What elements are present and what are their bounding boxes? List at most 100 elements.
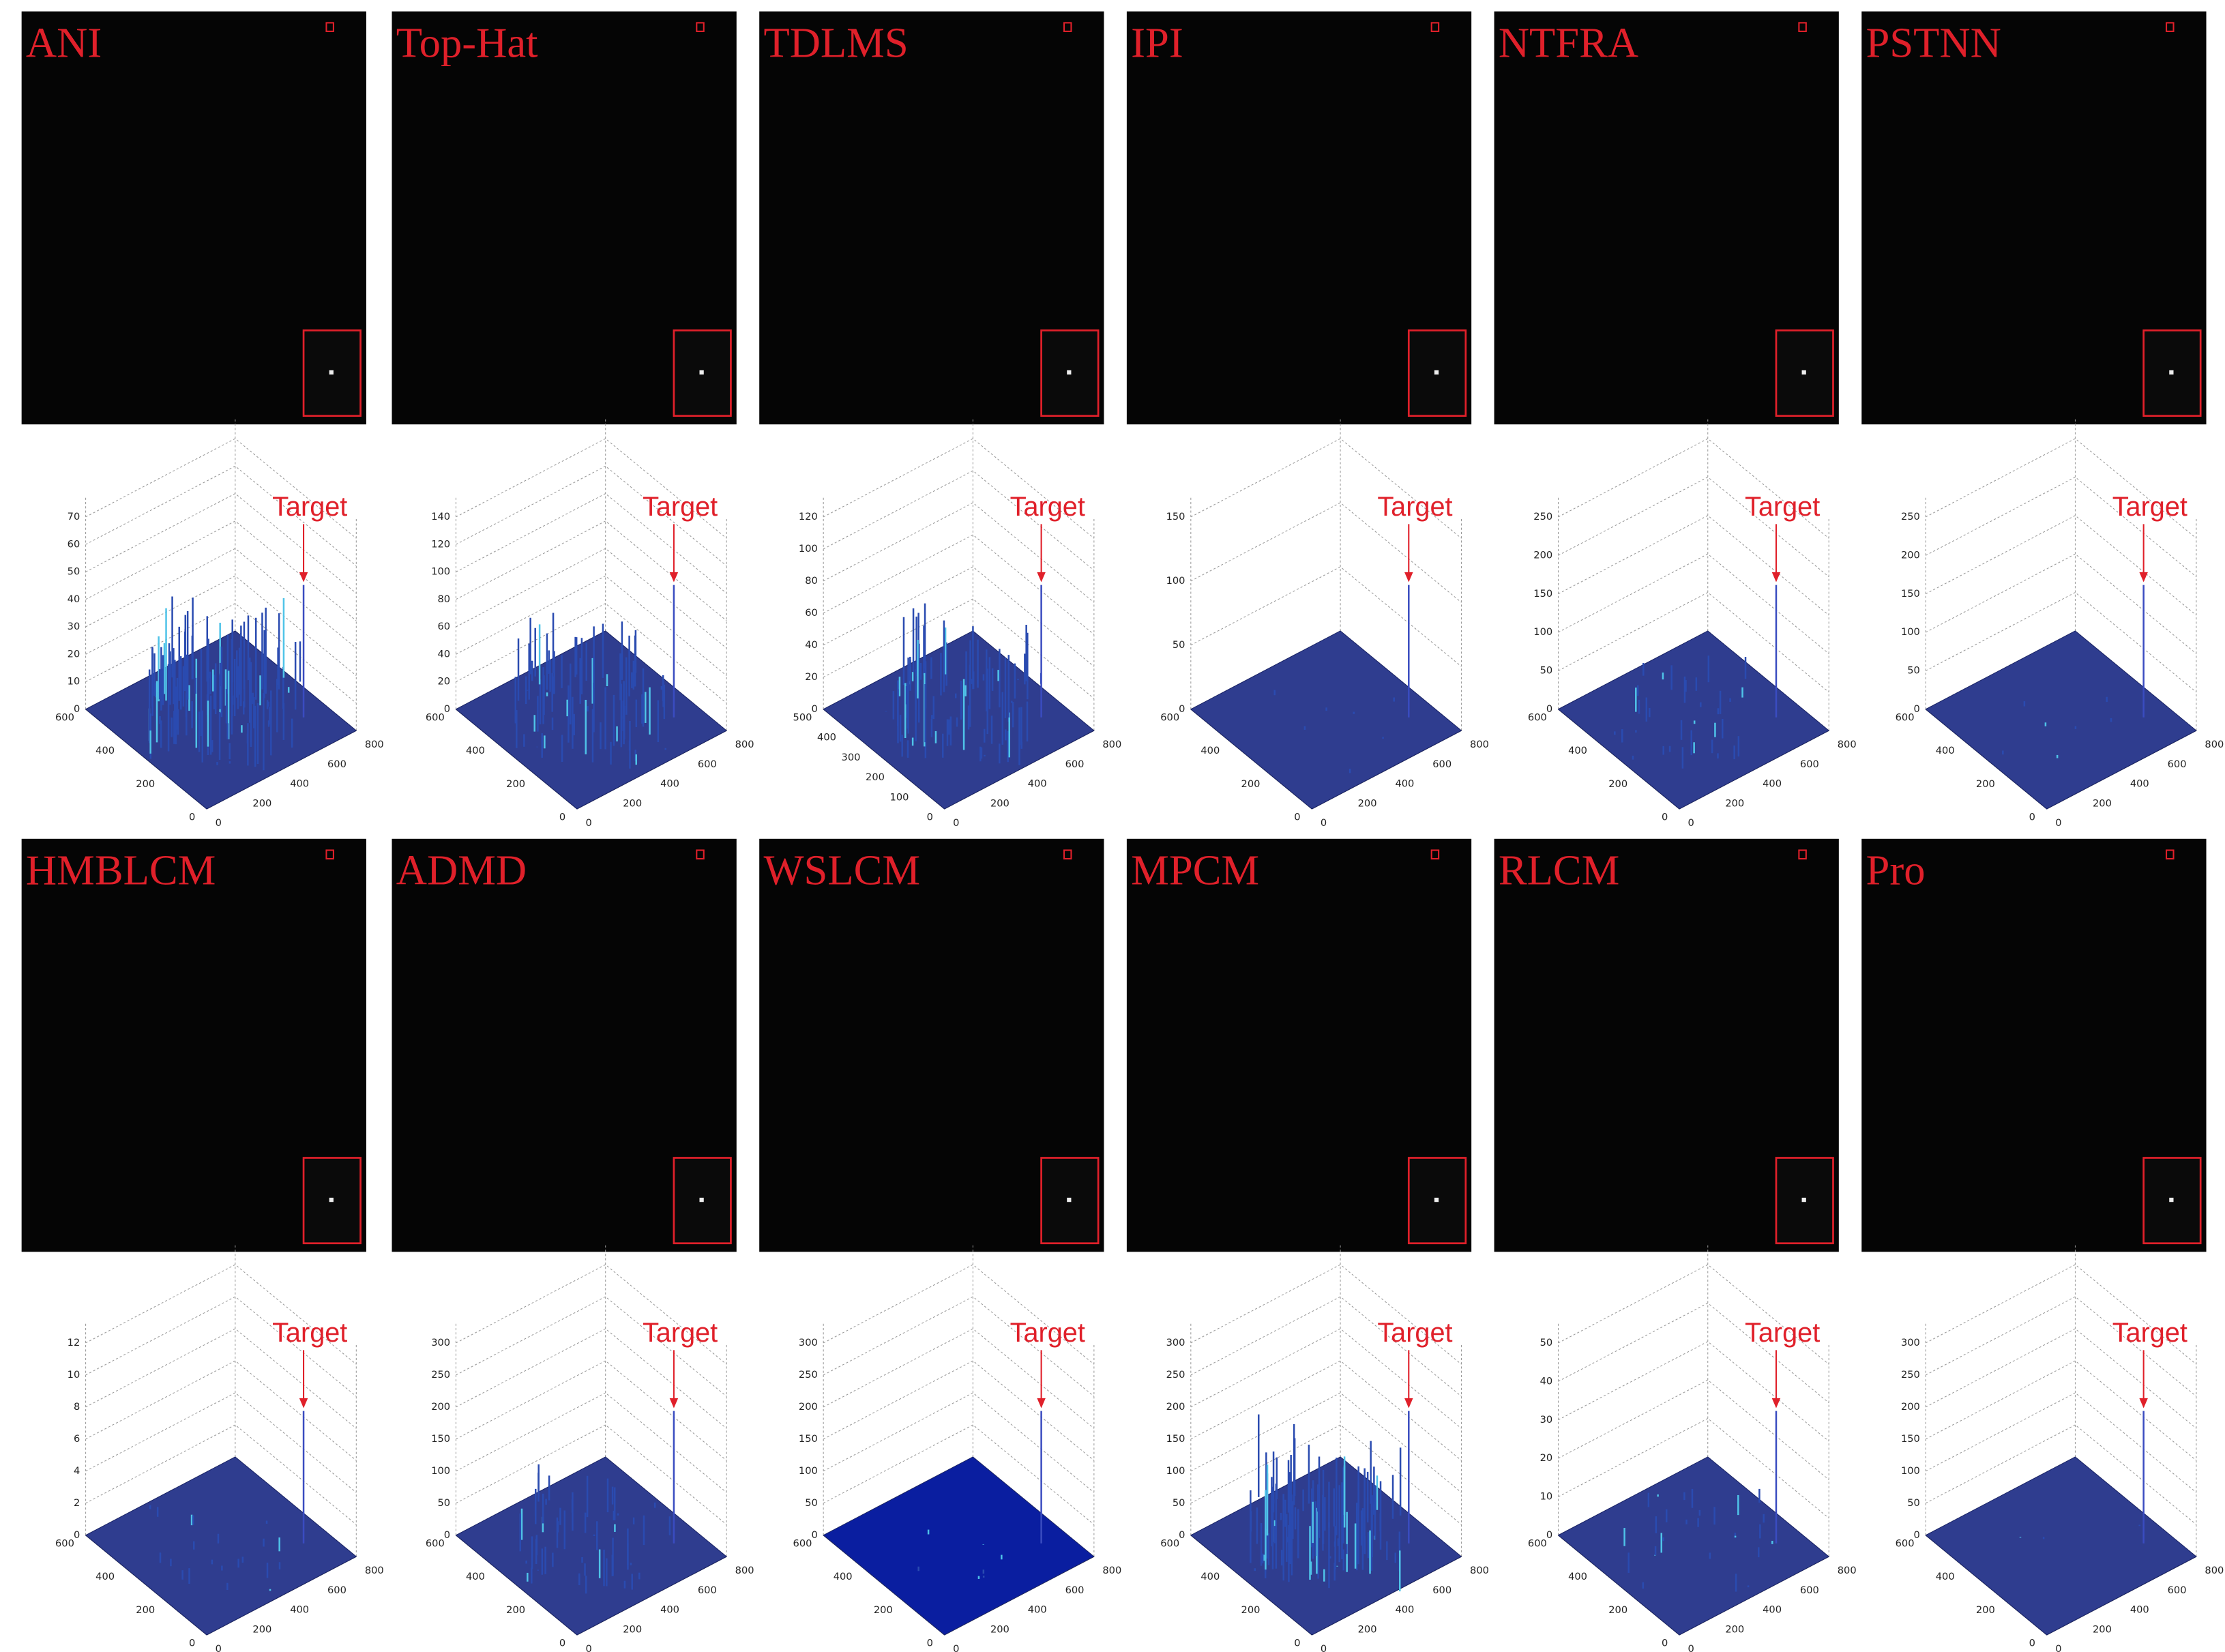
z-tick-label: 300	[431, 1337, 450, 1348]
z-tick-label: 10	[1540, 1491, 1553, 1503]
x-tick-label: 0	[1688, 817, 1694, 829]
target-annotation: Target	[272, 1318, 347, 1348]
grid-line	[85, 465, 357, 566]
x-tick-label: 0	[2055, 1643, 2061, 1652]
x-tick-label: 800	[365, 739, 384, 750]
y-tick-label: 400	[466, 745, 485, 756]
z-tick-label: 8	[74, 1401, 80, 1413]
z-tick-label: 200	[431, 1401, 450, 1413]
grid-line	[1190, 1392, 1462, 1493]
target-dot	[1434, 370, 1439, 375]
y-tick-label: 200	[1241, 1604, 1261, 1616]
target-arrowhead	[1037, 1398, 1046, 1408]
x-tick-label: 800	[1102, 1565, 1121, 1576]
z-tick-label: 30	[68, 621, 80, 632]
x-tick-label: 800	[1470, 1565, 1489, 1576]
grid-line	[1558, 438, 1829, 539]
grid-line	[823, 1296, 1095, 1397]
z-tick-label: 150	[1901, 588, 1920, 600]
z-tick-label: 100	[1901, 1465, 1920, 1477]
grid-line	[1558, 591, 1829, 693]
x-tick-label: 600	[2168, 758, 2187, 770]
y-tick-label: 600	[1160, 1537, 1179, 1549]
x-tick-label: 0	[953, 1643, 959, 1652]
grid-line	[85, 1360, 357, 1461]
grid-line	[456, 520, 727, 621]
grid-line	[1558, 1302, 1829, 1404]
z-tick-label: 0	[1546, 703, 1552, 715]
grid-line	[456, 1296, 727, 1397]
target-marker	[325, 22, 334, 32]
grid-line	[456, 438, 727, 539]
y-tick-label: 600	[1896, 1537, 1915, 1549]
z-tick-label: 50	[68, 566, 80, 578]
target-dot	[1067, 1197, 1072, 1203]
z-tick-label: 120	[431, 538, 450, 550]
x-tick-label: 200	[623, 1623, 642, 1635]
grid-line	[1558, 515, 1829, 616]
x-tick-label: 800	[1838, 1565, 1857, 1576]
y-tick-label: 600	[426, 1537, 445, 1549]
surface-floor	[85, 1456, 357, 1636]
y-tick-label: 200	[1241, 778, 1261, 790]
grid-line	[823, 1424, 1095, 1525]
grid-line	[823, 1328, 1095, 1429]
z-tick-label: 250	[1901, 511, 1920, 522]
y-tick-label: 400	[95, 745, 115, 756]
grid-line	[1558, 553, 1829, 654]
z-tick-label: 60	[68, 538, 80, 550]
y-tick-label: 0	[559, 812, 565, 823]
y-tick-label: 200	[1976, 1604, 1995, 1616]
x-tick-label: 200	[1725, 797, 1744, 809]
target-annotation: Target	[1377, 1318, 1452, 1348]
z-tick-label: 12	[68, 1337, 80, 1348]
target-dot	[2169, 370, 2174, 375]
z-tick-label: 150	[799, 1433, 818, 1445]
x-tick-label: 600	[1432, 758, 1452, 770]
x-tick-label: 200	[252, 797, 271, 809]
x-tick-label: 200	[1358, 1623, 1377, 1635]
z-tick-label: 10	[68, 676, 80, 688]
target-marker	[1063, 849, 1072, 860]
x-tick-label: 200	[1358, 797, 1377, 809]
y-tick-label: 200	[1976, 778, 1995, 790]
target-arrowhead	[1771, 1398, 1781, 1408]
z-tick-label: 40	[1540, 1375, 1553, 1387]
method-label: PSTNN	[1866, 19, 2001, 67]
x-tick-label: 600	[1065, 1584, 1085, 1596]
grid-line	[1190, 1264, 1462, 1365]
z-tick-label: 50	[1540, 665, 1553, 677]
grid-line	[456, 1424, 727, 1525]
y-tick-label: 400	[1936, 1571, 1955, 1582]
target-marker	[325, 849, 334, 860]
z-tick-label: 30	[1540, 1414, 1553, 1426]
z-tick-label: 0	[1179, 703, 1185, 715]
grid-line	[456, 1264, 727, 1365]
method-label: TDLMS	[763, 19, 908, 67]
y-tick-label: 600	[55, 1537, 74, 1549]
grid-line	[85, 1424, 357, 1525]
y-tick-label: 400	[466, 1571, 485, 1582]
target-dot	[1801, 370, 1806, 375]
x-tick-label: 0	[1321, 817, 1327, 829]
grid-line	[1190, 438, 1462, 539]
z-tick-label: 50	[438, 1497, 451, 1509]
z-tick-label: 250	[1901, 1369, 1920, 1381]
grid-line	[85, 1296, 357, 1397]
target-dot	[329, 1197, 334, 1203]
z-tick-label: 0	[444, 703, 450, 715]
y-tick-label: 600	[55, 711, 74, 723]
y-tick-label: 400	[1200, 745, 1220, 756]
z-tick-label: 150	[1166, 511, 1185, 522]
x-tick-label: 600	[698, 1584, 717, 1596]
grid-line	[85, 438, 357, 539]
y-tick-label: 0	[1662, 812, 1668, 823]
method-label: ANI	[26, 19, 102, 67]
y-tick-label: 100	[890, 791, 909, 803]
grid-line	[823, 598, 1095, 699]
x-tick-label: 400	[290, 1604, 309, 1616]
grid-line	[85, 492, 357, 594]
grid-line	[823, 470, 1095, 571]
